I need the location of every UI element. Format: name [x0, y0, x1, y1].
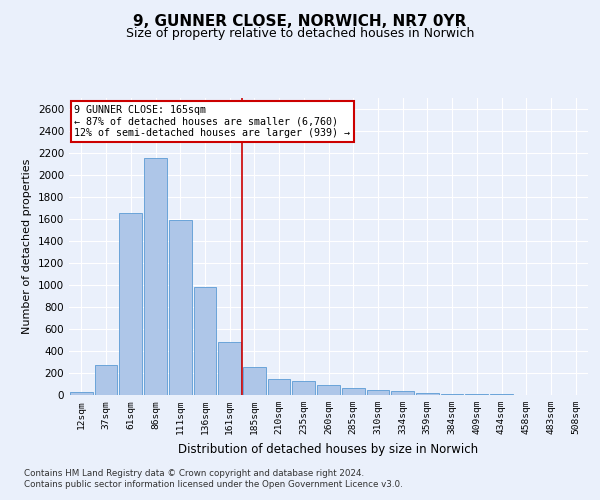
Bar	[416, 393, 439, 395]
Bar	[441, 394, 463, 395]
Text: 9, GUNNER CLOSE, NORWICH, NR7 0YR: 9, GUNNER CLOSE, NORWICH, NR7 0YR	[133, 14, 467, 29]
Bar	[490, 394, 513, 395]
Bar	[391, 391, 414, 395]
X-axis label: Distribution of detached houses by size in Norwich: Distribution of detached houses by size …	[178, 442, 479, 456]
Bar	[194, 287, 216, 395]
Y-axis label: Number of detached properties: Number of detached properties	[22, 158, 32, 334]
Text: 9 GUNNER CLOSE: 165sqm
← 87% of detached houses are smaller (6,760)
12% of semi-: 9 GUNNER CLOSE: 165sqm ← 87% of detached…	[74, 105, 350, 138]
Bar	[243, 368, 266, 395]
Bar	[119, 213, 142, 395]
Bar	[144, 158, 167, 395]
Bar	[218, 342, 241, 395]
Bar	[466, 394, 488, 395]
Text: Contains HM Land Registry data © Crown copyright and database right 2024.: Contains HM Land Registry data © Crown c…	[24, 469, 364, 478]
Bar	[169, 220, 191, 395]
Text: Contains public sector information licensed under the Open Government Licence v3: Contains public sector information licen…	[24, 480, 403, 489]
Bar	[342, 388, 365, 395]
Bar	[367, 390, 389, 395]
Text: Size of property relative to detached houses in Norwich: Size of property relative to detached ho…	[126, 28, 474, 40]
Bar	[317, 385, 340, 395]
Bar	[268, 379, 290, 395]
Bar	[70, 392, 93, 395]
Bar	[292, 380, 315, 395]
Bar	[95, 365, 118, 395]
